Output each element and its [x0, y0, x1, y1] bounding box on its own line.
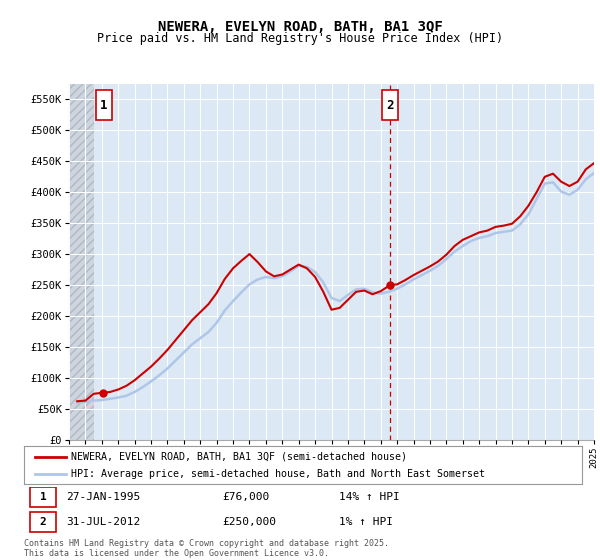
Text: 1: 1 — [40, 492, 46, 502]
Text: 1: 1 — [100, 99, 107, 112]
Text: NEWERA, EVELYN ROAD, BATH, BA1 3QF (semi-detached house): NEWERA, EVELYN ROAD, BATH, BA1 3QF (semi… — [71, 451, 407, 461]
FancyBboxPatch shape — [29, 511, 56, 532]
Text: 31-JUL-2012: 31-JUL-2012 — [66, 517, 140, 526]
Text: £76,000: £76,000 — [222, 492, 269, 502]
Text: £250,000: £250,000 — [222, 517, 276, 526]
Text: 1% ↑ HPI: 1% ↑ HPI — [339, 517, 393, 526]
FancyBboxPatch shape — [382, 90, 398, 120]
Text: Price paid vs. HM Land Registry's House Price Index (HPI): Price paid vs. HM Land Registry's House … — [97, 32, 503, 45]
Text: 2: 2 — [386, 99, 394, 112]
Text: 27-JAN-1995: 27-JAN-1995 — [66, 492, 140, 502]
Text: 2: 2 — [40, 517, 46, 526]
FancyBboxPatch shape — [29, 487, 56, 507]
FancyBboxPatch shape — [96, 90, 112, 120]
Text: 14% ↑ HPI: 14% ↑ HPI — [339, 492, 400, 502]
Text: Contains HM Land Registry data © Crown copyright and database right 2025.
This d: Contains HM Land Registry data © Crown c… — [24, 539, 389, 558]
Text: HPI: Average price, semi-detached house, Bath and North East Somerset: HPI: Average price, semi-detached house,… — [71, 469, 485, 479]
Text: NEWERA, EVELYN ROAD, BATH, BA1 3QF: NEWERA, EVELYN ROAD, BATH, BA1 3QF — [158, 20, 442, 34]
Bar — [69, 84, 94, 440]
